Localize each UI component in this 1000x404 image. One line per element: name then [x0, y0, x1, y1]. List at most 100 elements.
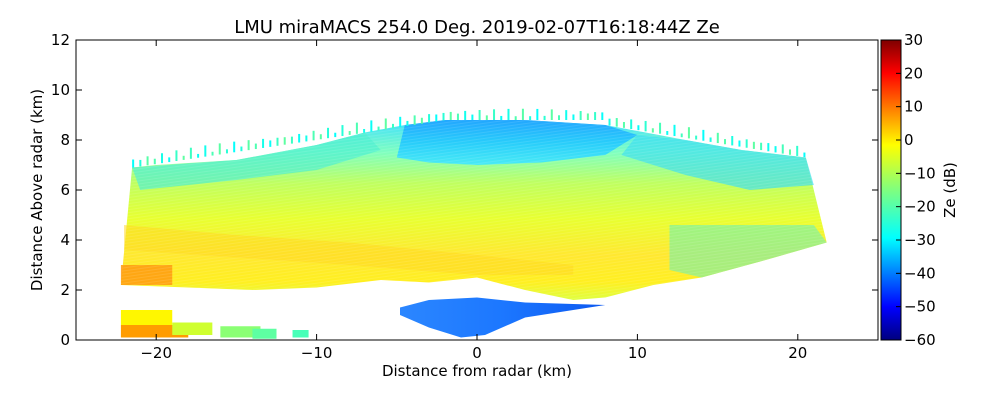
echo-top-spike	[197, 153, 200, 158]
echo-top-spike	[211, 151, 214, 156]
echo-top-spike	[788, 149, 791, 155]
echo-top-spike	[586, 113, 589, 120]
echo-top-spike	[290, 136, 293, 144]
echo-top-spike	[341, 125, 344, 136]
colorbar-tick-label: 30	[904, 31, 923, 49]
echo-top-spike	[319, 134, 322, 140]
x-tick-label: 10	[628, 344, 647, 362]
echo-top-spike	[182, 155, 185, 160]
echo-clutter-patch	[120, 325, 189, 338]
echo-top-spike	[247, 140, 250, 151]
echo-top-spike	[659, 122, 662, 134]
echo-top-spike	[428, 114, 431, 123]
echo-top-spike	[760, 142, 763, 151]
echo-top-spike	[377, 126, 380, 131]
x-axis-label: Distance from radar (km)	[382, 362, 572, 380]
echo-top-spike	[334, 132, 337, 138]
echo-top-spike	[622, 122, 625, 128]
echo-top-spike	[391, 123, 394, 129]
y-tick-label: 2	[60, 281, 70, 299]
echo-top-spike	[283, 137, 286, 145]
x-tick-label: 20	[788, 344, 807, 362]
echo-top-spike	[348, 131, 351, 135]
echo-top-spike	[680, 133, 683, 138]
echo-top-spike	[550, 109, 553, 120]
y-tick-label: 10	[51, 81, 70, 99]
echo-top-spike	[355, 122, 358, 134]
echo-top-spike	[442, 112, 445, 121]
echo-top-spike	[630, 119, 633, 130]
echo-top-spike	[529, 116, 532, 120]
echo-top-spike	[146, 156, 149, 166]
y-axis-label: Distance Above radar (km)	[28, 89, 46, 291]
echo-top-spike	[644, 120, 647, 132]
echo-top-spike	[233, 141, 236, 153]
y-tick-label: 8	[60, 131, 70, 149]
echo-top-spike	[399, 116, 402, 128]
colorbar-tick-label: −60	[904, 331, 936, 349]
echo-top-spike	[731, 136, 734, 146]
colorbar-gradient	[880, 39, 902, 341]
x-tick-label: −10	[301, 344, 333, 362]
echo-clutter-patch	[172, 322, 213, 335]
colorbar-tick-label: 20	[904, 64, 923, 82]
echo-top-spike	[745, 139, 748, 148]
colorbar-tick-label: −50	[904, 298, 936, 316]
echo-top-spike	[276, 137, 279, 146]
echo-top-spike	[796, 145, 799, 156]
x-tick-label: 0	[472, 344, 482, 362]
colorbar-tick-label: −30	[904, 231, 936, 249]
reflectivity-field	[120, 108, 827, 339]
echo-top-spike	[413, 115, 416, 125]
echo-top-spike	[536, 108, 539, 120]
echo-top-spike	[702, 129, 705, 141]
colorbar-tick-label: −20	[904, 198, 936, 216]
echo-top-spike	[716, 132, 719, 144]
echo-top-spike	[478, 109, 481, 120]
echo-top-spike	[666, 131, 669, 135]
echo-clutter-patch	[120, 310, 173, 325]
echo-top-spike	[456, 113, 459, 120]
echo-top-spike	[269, 140, 272, 147]
echo-top-spike	[601, 112, 604, 120]
echo-top-spike	[687, 127, 690, 139]
echo-top-spike	[449, 111, 452, 120]
echo-top-spike	[572, 114, 575, 120]
echo-top-spike	[803, 152, 806, 158]
echo-top-spike	[781, 144, 784, 154]
echo-clutter-patch	[220, 326, 261, 338]
echo-top-spike	[738, 140, 741, 147]
echo-top-spike	[558, 115, 561, 120]
y-tick-label: 12	[51, 31, 70, 49]
echo-top-spike	[132, 159, 135, 168]
echo-top-spike	[240, 146, 243, 152]
echo-top-spike	[485, 115, 488, 120]
x-tick-label: −20	[140, 344, 172, 362]
colorbar: 30 20 10 0 −10 −20 −30 −40 −50 −60	[880, 31, 936, 349]
echo-top-spike	[709, 137, 712, 142]
y-tick-label: 0	[60, 331, 70, 349]
echo-top-spike	[175, 150, 178, 161]
echo-top-spike	[262, 138, 265, 148]
colorbar-tick-label: −10	[904, 164, 936, 182]
echo-top-spike	[507, 108, 510, 120]
echo-top-spike	[579, 111, 582, 120]
y-tick-label: 4	[60, 231, 70, 249]
echo-top-spike	[565, 110, 568, 120]
echo-clutter-patch	[252, 328, 277, 339]
echo-top-spike	[312, 130, 315, 141]
echo-top-spike	[139, 159, 142, 167]
echo-top-spike	[500, 115, 503, 120]
echo-top-spike	[204, 145, 207, 157]
echo-texture	[120, 120, 827, 300]
colorbar-tick-label: 10	[904, 98, 923, 116]
colorbar-tick-label: −40	[904, 264, 936, 282]
echo-top-spike	[254, 143, 257, 150]
echo-top-spike	[724, 139, 727, 145]
echo-top-spike	[153, 158, 156, 165]
echo-top-spike	[305, 135, 308, 142]
echo-top-spike	[521, 108, 524, 120]
echo-top-spike	[471, 114, 474, 120]
echo-top-spike	[406, 120, 409, 126]
